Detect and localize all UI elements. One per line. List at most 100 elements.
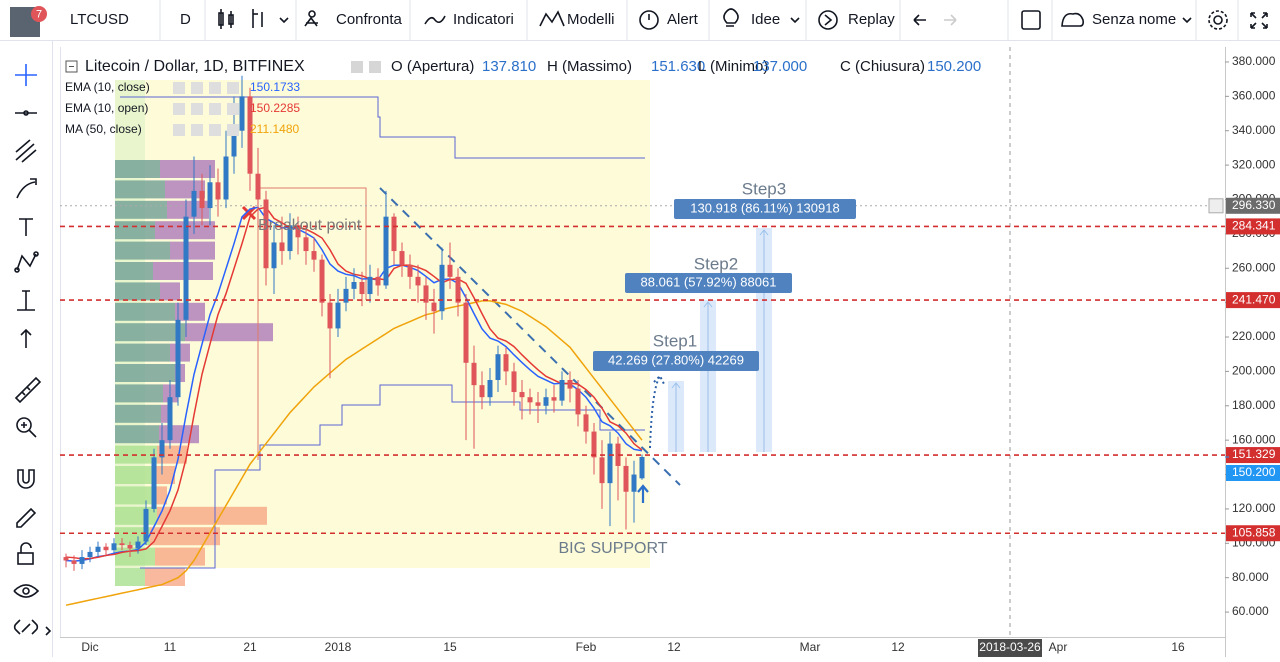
profile-bar [115, 568, 145, 586]
profile-bar [115, 343, 170, 362]
candle-body [543, 397, 549, 406]
title-buttons[interactable] [351, 61, 381, 73]
projection-arrow [649, 374, 665, 449]
candle-body [303, 237, 309, 252]
candle-body [183, 216, 189, 320]
level-price: 241.470 [1232, 292, 1276, 306]
channel-upper [120, 96, 645, 159]
step-label: Step1 [653, 331, 697, 350]
study-button[interactable] [191, 124, 203, 136]
candle-body [535, 402, 541, 406]
x-tick-label: Feb [576, 640, 597, 654]
profile-bar [115, 466, 155, 484]
open-label: O (Apertura) [391, 58, 474, 75]
study-value: 150.2285 [250, 101, 300, 115]
crosshair-plus [1208, 198, 1224, 214]
candle-body [335, 302, 341, 329]
study-button[interactable] [209, 82, 221, 94]
profile-bar [159, 425, 199, 444]
candle-body [559, 379, 565, 401]
study-button[interactable] [227, 82, 239, 94]
chart-style-icons[interactable] [218, 8, 1268, 30]
y-tick-label: 380.000 [1232, 54, 1276, 68]
alert-button[interactable]: Alert [667, 11, 699, 28]
measure-label: 88.061 (57.92%) 88061 [641, 274, 777, 289]
measure-label: 130.918 (86.11%) 130918 [690, 200, 839, 215]
candle-body [455, 276, 461, 303]
level-price: 105.858 [1232, 525, 1276, 539]
candle-body [79, 557, 85, 564]
study-name: EMA (10, close) [65, 80, 150, 94]
profile-bar [161, 404, 169, 423]
step-label: Step3 [742, 179, 786, 198]
x-tick-label: Apr [1049, 640, 1068, 654]
study-button[interactable] [227, 103, 239, 115]
candle-body [207, 182, 213, 209]
profile-bar [165, 180, 205, 199]
collapse-button[interactable] [65, 60, 78, 73]
symbol[interactable]: LTCUSD [70, 11, 129, 28]
step-label: Step2 [694, 254, 738, 273]
templates-button[interactable]: Modelli [567, 11, 615, 28]
profile-bar [170, 241, 215, 260]
candle-body [103, 546, 109, 551]
study-name: MA (50, close) [65, 122, 142, 136]
profile-bar [115, 180, 165, 199]
study-button[interactable] [209, 124, 221, 136]
candle-body [367, 276, 373, 295]
y-tick-label: 60.000 [1232, 604, 1269, 618]
study-button[interactable] [191, 82, 203, 94]
y-tick-label: 260.000 [1232, 260, 1276, 274]
candle-body [295, 225, 301, 238]
level-price-box [1226, 525, 1280, 542]
indicators-button[interactable]: Indicatori [453, 11, 514, 28]
candle-body [527, 397, 533, 403]
study-button[interactable] [209, 103, 221, 115]
candle-body [599, 457, 605, 484]
study-button[interactable] [173, 103, 185, 115]
profile-bar [115, 323, 185, 342]
replay-button[interactable]: Replay [848, 11, 895, 28]
ideas-button[interactable]: Idee [751, 11, 780, 28]
candle-body [583, 414, 589, 432]
candle-body [135, 541, 141, 549]
compare-button[interactable]: Confronta [336, 11, 403, 28]
profile-bar [115, 282, 160, 301]
x-tick-label: 2018 [325, 640, 352, 654]
candle-body [479, 385, 485, 398]
candle-body [447, 264, 453, 277]
study-button[interactable] [173, 124, 185, 136]
candle-body [519, 392, 525, 398]
last-price-box [1226, 465, 1280, 482]
x-tick-label: 16 [1171, 640, 1185, 654]
candle-body [359, 282, 365, 295]
interval[interactable]: D [180, 11, 191, 28]
x-tick-label: 12 [667, 640, 681, 654]
high-label: H (Massimo) [547, 58, 632, 75]
candle-body [71, 560, 77, 564]
candle-body [343, 288, 349, 303]
layout-name[interactable]: Senza nome [1092, 11, 1176, 28]
profile-bar [155, 486, 167, 505]
profile-bar [115, 221, 155, 240]
candle-body [511, 371, 517, 393]
x-tick-label: 11 [164, 640, 177, 654]
candle-body [423, 285, 429, 303]
candle-body [215, 182, 221, 200]
profile-bar [115, 506, 157, 525]
profile-bar [115, 241, 170, 260]
y-tick-label: 320.000 [1232, 157, 1276, 171]
profile-bar [115, 302, 175, 321]
low-value: 137.000 [753, 58, 807, 75]
notification-badge [31, 6, 47, 22]
study-button[interactable] [173, 82, 185, 94]
level-price-box [1226, 447, 1280, 464]
study-button[interactable] [191, 103, 203, 115]
plot-area [60, 47, 1225, 637]
study-button[interactable] [227, 124, 239, 136]
candle-body [327, 302, 333, 329]
measure-box [674, 199, 856, 219]
candle-body [311, 251, 317, 260]
drawing-tools[interactable] [13, 64, 52, 636]
